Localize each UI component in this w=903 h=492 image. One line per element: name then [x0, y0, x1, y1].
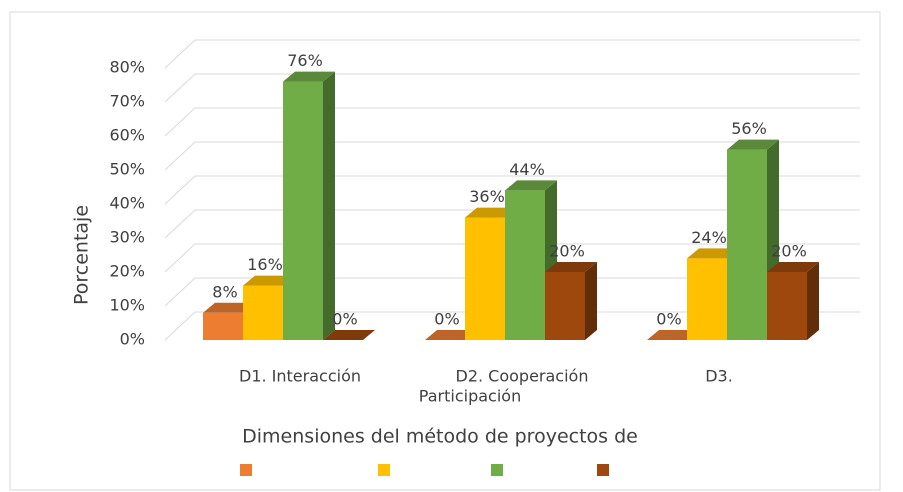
bar-top	[687, 248, 739, 259]
bar	[323, 330, 375, 340]
data-label: 8%	[212, 282, 237, 301]
bar-top	[283, 71, 335, 82]
grid-line	[164, 209, 860, 239]
data-label: 0%	[656, 310, 681, 329]
bar	[505, 180, 557, 340]
grid-line	[164, 175, 860, 205]
bar-top	[465, 207, 517, 218]
bar-side	[807, 262, 819, 340]
y-tick-label: 30%	[109, 228, 145, 247]
y-tick-label: 50%	[109, 160, 145, 179]
bar-top	[505, 180, 557, 191]
bar	[425, 330, 477, 340]
x-tick-label: D2. Cooperación	[456, 367, 589, 386]
bar-top	[727, 139, 779, 150]
bar-front	[283, 81, 323, 340]
data-label: 20%	[549, 242, 585, 261]
bar-front	[545, 272, 585, 340]
bar	[647, 330, 699, 340]
grid-line	[164, 243, 860, 273]
bar	[545, 262, 597, 340]
grid-line	[164, 39, 860, 69]
y-tick-label: 70%	[109, 92, 145, 111]
bar-side	[323, 71, 335, 340]
bar	[283, 71, 335, 340]
legend-swatch	[491, 464, 503, 476]
bar-front	[243, 285, 283, 340]
legend-swatch	[240, 464, 252, 476]
bar-top	[767, 262, 819, 272]
data-label: 56%	[731, 119, 767, 138]
data-label: 0%	[434, 310, 459, 329]
y-tick-label: 20%	[109, 262, 145, 281]
data-label: 44%	[509, 160, 545, 179]
bar-front	[203, 312, 243, 340]
bar-front	[505, 190, 545, 340]
bar-top	[545, 262, 597, 272]
data-label: 0%	[332, 310, 357, 329]
grid-line	[164, 107, 860, 137]
y-axis-label: Porcentaje	[71, 205, 93, 305]
y-tick-label: 60%	[109, 126, 145, 145]
x-tick-label: D1. Interacción	[239, 367, 361, 386]
bar-top	[203, 302, 255, 313]
legend-swatch	[597, 464, 609, 476]
data-label: 36%	[469, 187, 505, 206]
grid-line	[164, 141, 860, 171]
bar	[767, 262, 819, 340]
bar-front	[465, 217, 505, 340]
data-label: 24%	[691, 228, 727, 247]
grid-line	[164, 311, 860, 341]
bar-front	[767, 272, 807, 340]
bar-side	[585, 262, 597, 340]
bar-top	[647, 330, 699, 340]
legend-swatch	[378, 464, 390, 476]
data-label: 76%	[287, 51, 323, 70]
grid-line	[164, 73, 860, 103]
bar-top	[425, 330, 477, 340]
bar-front	[727, 149, 767, 340]
y-tick-label: 80%	[109, 58, 145, 77]
bar-top	[323, 330, 375, 340]
data-label: 16%	[247, 255, 283, 274]
data-label: 20%	[771, 242, 807, 261]
y-tick-label: 10%	[109, 296, 145, 315]
y-tick-label: 40%	[109, 194, 145, 213]
bar-front	[687, 258, 727, 340]
annotation: Participación	[419, 387, 521, 406]
y-tick-label: 0%	[120, 330, 145, 349]
x-axis-label: Dimensiones del método de proyectos de	[242, 426, 638, 448]
bar-top	[243, 275, 295, 286]
grid-line	[164, 277, 860, 307]
x-tick-label: D3.	[705, 367, 733, 386]
